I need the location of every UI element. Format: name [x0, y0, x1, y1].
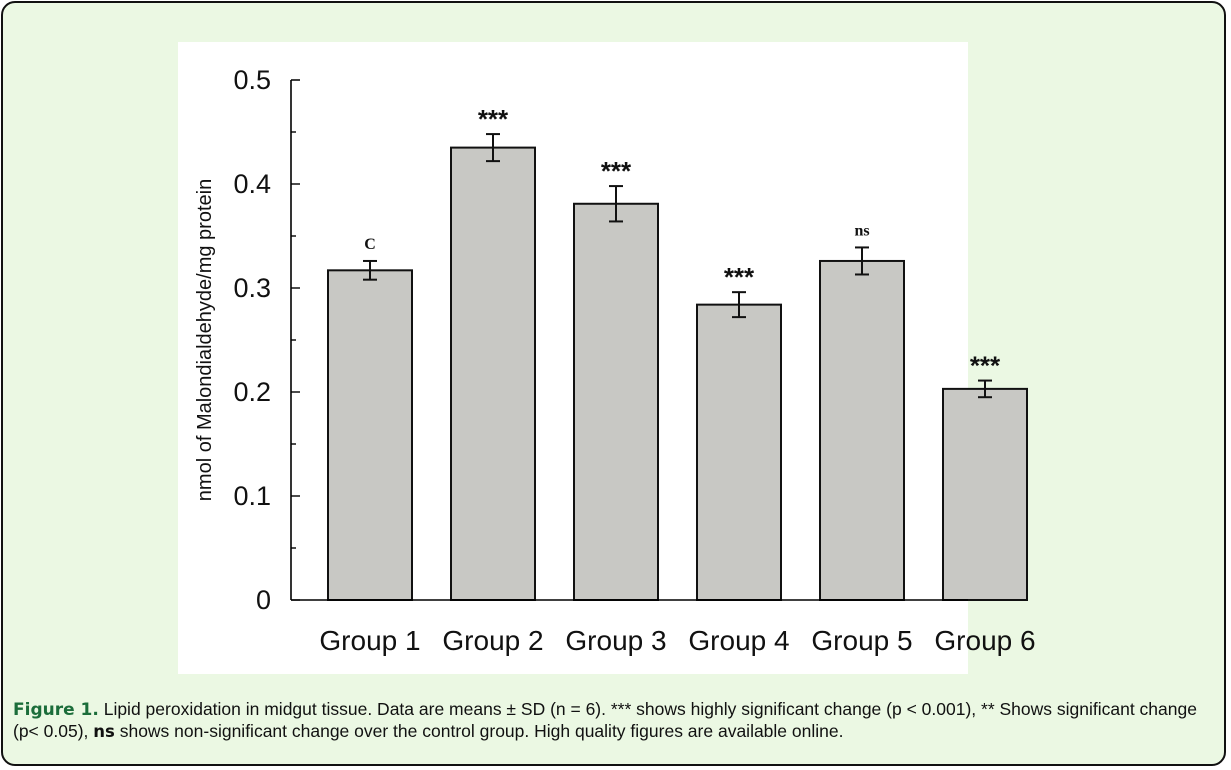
bar [450, 146, 536, 601]
caption-ns-bold: ns [93, 722, 115, 741]
significance-annotation: *** [724, 262, 755, 292]
figure-label: Figure 1. [13, 700, 99, 720]
x-tick-label: Group 6 [934, 625, 1035, 656]
x-tick-label: Group 4 [688, 625, 789, 656]
bar [327, 269, 413, 601]
bar-chart: C Group 1 *** Group 2 *** Group 3 *** Group 4 ns… [194, 65, 1036, 656]
y-tick-label: 0.4 [233, 169, 271, 199]
figure-caption: Figure 1. Lipid peroxidation in midgut t… [13, 699, 1223, 742]
y-tick-label: 0.5 [233, 65, 271, 95]
chart-panel: C Group 1 *** Group 2 *** Group 3 *** Group 4 ns… [178, 42, 1036, 674]
bar [819, 259, 905, 602]
caption-text-part-2: shows non-significant change over the co… [114, 721, 844, 741]
significance-annotation: *** [478, 104, 509, 134]
bar [573, 202, 659, 601]
y-tick-label: 0.1 [233, 481, 271, 511]
significance-annotation: *** [970, 351, 1001, 381]
significance-annotation: ns [854, 222, 869, 239]
bar [942, 387, 1028, 601]
axes-layer [290, 79, 968, 601]
y-axis-label: nmol of Malondialdehyde/mg protein [194, 179, 216, 501]
y-tick-label: 0 [256, 585, 271, 615]
significance-annotation: *** [601, 156, 632, 186]
labels-layer: C Group 1 *** Group 2 *** Group 3 *** Group 4 ns… [194, 65, 1036, 656]
x-tick-label: Group 1 [319, 625, 420, 656]
x-tick-label: Group 3 [565, 625, 666, 656]
bar [696, 303, 782, 601]
x-tick-label: Group 5 [811, 625, 912, 656]
y-tick-label: 0.3 [233, 273, 271, 303]
caption-text-part-1: Lipid peroxidation in midgut tissue. Dat… [13, 699, 1197, 741]
x-tick-label: Group 2 [442, 625, 543, 656]
y-tick-label: 0.2 [233, 377, 271, 407]
bars-layer [327, 133, 1028, 602]
significance-annotation: C [364, 236, 376, 253]
